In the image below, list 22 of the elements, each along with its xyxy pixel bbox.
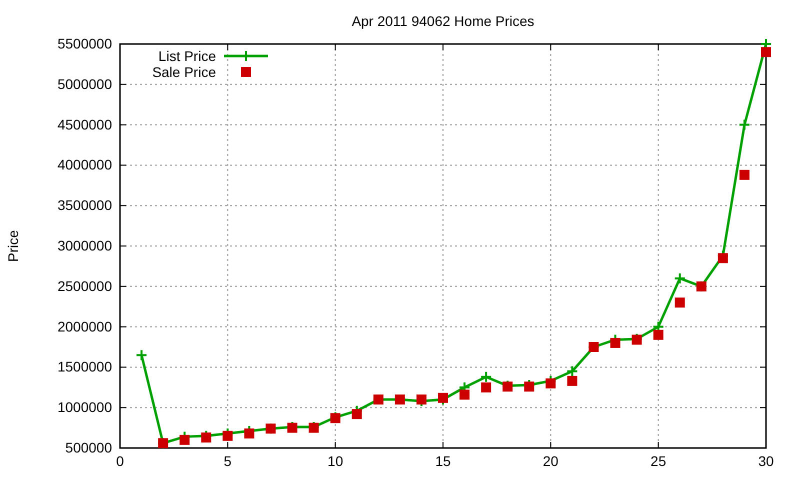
y-tick-label: 1500000: [57, 358, 112, 375]
legend-label: List Price: [158, 48, 216, 64]
y-tick-label: 3000000: [57, 237, 112, 254]
x-tick-label: 10: [328, 452, 344, 469]
y-tick-label: 1000000: [57, 399, 112, 416]
x-tick-label: 0: [116, 452, 124, 469]
x-tick-label: 30: [758, 452, 774, 469]
y-tick-label: 5500000: [57, 35, 112, 52]
y-tick-label: 2500000: [57, 278, 112, 294]
y-tick-label: 5000000: [57, 76, 112, 92]
x-tick-label: 25: [650, 452, 666, 469]
y-tick-label: 4000000: [57, 156, 112, 173]
x-tick-label: 20: [542, 452, 559, 469]
chart-title: Apr 2011 94062 Home Prices: [352, 13, 534, 29]
x-tick-label: 15: [435, 452, 451, 469]
y-axis-title: Price: [5, 230, 21, 262]
y-tick-label: 3500000: [57, 197, 112, 214]
y-tick-label: 500000: [65, 439, 112, 456]
x-tick-label: 5: [224, 452, 232, 469]
y-tick-label: 2000000: [57, 318, 112, 334]
y-tick-label: 4500000: [57, 116, 112, 132]
legend-label: Sale Price: [152, 64, 216, 80]
